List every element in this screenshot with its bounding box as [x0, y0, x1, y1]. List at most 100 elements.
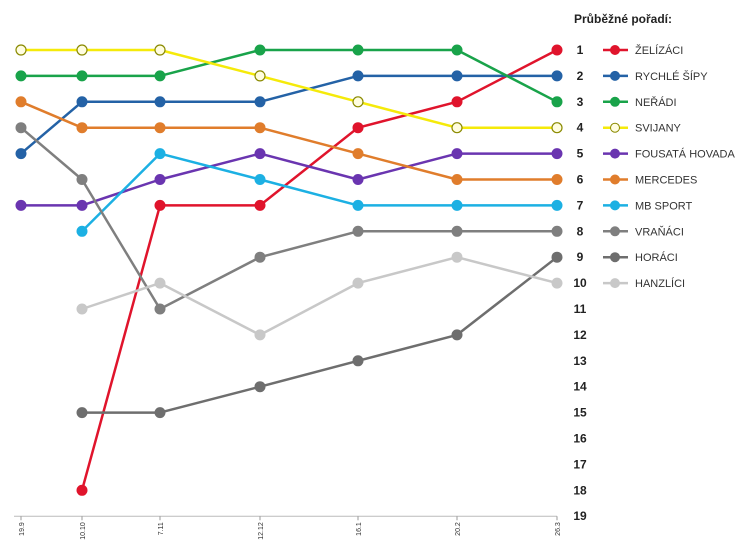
y-tick-label: 15 — [573, 406, 587, 420]
series-point — [451, 199, 463, 211]
series-point — [254, 44, 266, 56]
series-point — [451, 122, 463, 134]
series-point — [154, 277, 166, 289]
series-line — [20, 74, 557, 155]
series-point — [254, 329, 266, 341]
y-tick-label: 4 — [577, 121, 584, 135]
series-point — [154, 96, 166, 108]
series-point — [76, 174, 88, 185]
legend-swatch-marker — [610, 226, 620, 237]
series-line — [82, 256, 558, 414]
series-point — [451, 70, 463, 82]
y-tick-label: 9 — [577, 250, 584, 264]
series-line — [80, 48, 558, 491]
series-point — [451, 225, 463, 237]
y-tick-label: 16 — [573, 432, 587, 446]
series-point — [76, 199, 88, 211]
series-line — [81, 152, 557, 233]
series-point — [15, 199, 27, 211]
series-point — [154, 199, 166, 211]
series-line — [20, 126, 557, 311]
series-point — [15, 122, 27, 134]
legend-swatch-marker — [610, 45, 620, 55]
series-point — [551, 44, 563, 56]
legend-swatch-marker — [610, 174, 620, 185]
series-point — [154, 44, 166, 56]
legend-swatch-marker — [610, 252, 620, 263]
legend-title: Průběžné pořadí: — [574, 12, 673, 26]
legend-label: ŽELÍZÁCI — [635, 44, 683, 57]
y-tick-label: 13 — [573, 354, 587, 368]
series-point — [254, 70, 266, 82]
legend-label: SVIJANY — [635, 123, 682, 135]
series-point — [76, 96, 88, 108]
series-point — [154, 70, 166, 82]
series-point — [76, 122, 88, 134]
series-point — [254, 96, 266, 108]
series-point — [154, 148, 166, 160]
series-point — [154, 174, 166, 185]
series-point — [254, 251, 266, 263]
y-tick-label: 5 — [577, 147, 584, 161]
series-point — [451, 174, 463, 185]
legend-label: HANZLÍCI — [635, 277, 685, 290]
series-point — [76, 407, 88, 419]
series-point — [352, 96, 364, 108]
y-tick-label: 3 — [577, 95, 584, 109]
y-tick-label: 19 — [573, 509, 587, 523]
series-point — [15, 148, 27, 160]
series-point — [352, 122, 364, 134]
legend-swatch-marker — [610, 200, 620, 211]
series-point — [154, 407, 166, 419]
series-point — [254, 199, 266, 211]
series-point — [15, 70, 27, 82]
series-point — [551, 148, 563, 160]
series-point — [451, 148, 463, 160]
series-point — [551, 199, 563, 211]
series-point — [352, 225, 364, 237]
x-tick-label: 7.11 — [158, 522, 165, 535]
series-point — [76, 484, 88, 496]
series-point — [154, 122, 166, 134]
series-point — [352, 355, 364, 367]
series-point — [76, 44, 88, 56]
legend-label: VRAŇÁCI — [635, 225, 684, 238]
y-tick-label: 7 — [577, 198, 584, 212]
series-point — [254, 174, 266, 185]
series-point — [15, 96, 27, 108]
y-tick-label: 2 — [577, 69, 584, 83]
y-tick-label: 11 — [574, 302, 587, 316]
series-point — [352, 70, 364, 82]
legend-label: HORÁCI — [635, 251, 678, 264]
series-point — [254, 381, 266, 393]
y-tick-label: 6 — [577, 173, 584, 187]
series-point — [451, 96, 463, 108]
series-point — [352, 44, 364, 56]
series-point — [352, 174, 364, 185]
x-tick-label: 16.1 — [356, 522, 363, 536]
x-tick-label: 20.2 — [455, 522, 462, 536]
x-tick-label: 10.10 — [80, 522, 87, 540]
y-tick-label: 14 — [573, 380, 587, 394]
series-point — [352, 148, 364, 160]
series-line — [21, 48, 557, 129]
series-point — [551, 122, 563, 134]
series-point — [254, 122, 266, 134]
series-point — [551, 251, 563, 263]
series-line — [81, 255, 558, 337]
y-tick-label: 10 — [573, 276, 587, 290]
series-point — [76, 225, 88, 237]
y-tick-label: 12 — [573, 328, 587, 342]
legend-swatch-marker — [610, 70, 620, 81]
legend-label: RYCHLÉ ŠÍPY — [635, 70, 708, 83]
y-tick-label: 8 — [577, 224, 584, 238]
series-point — [451, 251, 463, 263]
series-point — [451, 44, 463, 56]
series-point — [551, 96, 563, 108]
x-tick-label: 26.3 — [555, 522, 562, 536]
y-tick-label: 18 — [573, 483, 587, 497]
legend-swatch-marker — [610, 96, 620, 107]
legend-label: MB SPORT — [635, 200, 693, 212]
legend-label: FOUSATÁ HOVADA — [635, 148, 735, 161]
series-point — [551, 70, 563, 82]
